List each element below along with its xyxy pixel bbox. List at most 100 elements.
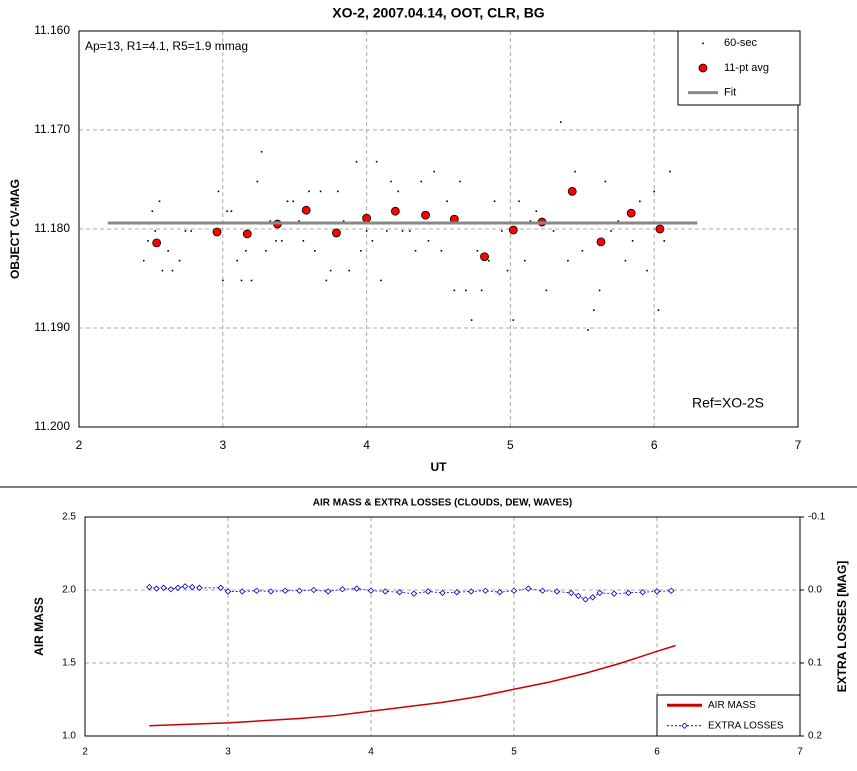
data-point bbox=[610, 230, 612, 232]
data-point bbox=[396, 589, 403, 596]
x-tick-label: 7 bbox=[795, 438, 802, 452]
y-tick-label: 1.5 bbox=[62, 658, 76, 669]
data-point bbox=[663, 240, 666, 242]
data-point bbox=[178, 259, 181, 262]
data-point bbox=[329, 269, 332, 272]
data-point bbox=[245, 249, 247, 252]
data-point bbox=[371, 240, 374, 242]
data-point bbox=[626, 208, 636, 218]
chart-title: AIR MASS & EXTRA LOSSES (CLOUDS, DEW, WA… bbox=[313, 498, 572, 509]
y-tick-label: 11.180 bbox=[34, 221, 70, 235]
data-point bbox=[518, 200, 520, 203]
data-point bbox=[260, 150, 263, 153]
data-point bbox=[657, 309, 660, 311]
y-tick-label: 2.5 bbox=[62, 512, 76, 523]
data-point bbox=[610, 590, 618, 597]
y-tick-label: 1.0 bbox=[62, 731, 76, 742]
data-point bbox=[482, 587, 489, 594]
data-point bbox=[410, 590, 418, 597]
data-point bbox=[470, 319, 473, 321]
data-point bbox=[167, 249, 169, 252]
data-point bbox=[342, 220, 345, 222]
x-tick-label: 2 bbox=[76, 438, 83, 452]
data-point bbox=[362, 213, 372, 223]
data-point bbox=[222, 279, 224, 282]
data-point bbox=[302, 240, 305, 242]
data-point bbox=[142, 259, 145, 262]
data-point bbox=[390, 206, 400, 216]
data-point bbox=[488, 259, 490, 262]
data-point bbox=[476, 249, 479, 252]
data-point bbox=[397, 190, 400, 193]
data-point bbox=[151, 210, 154, 212]
data-point bbox=[367, 587, 375, 594]
data-point bbox=[446, 200, 448, 203]
data-point bbox=[253, 587, 260, 594]
data-point bbox=[240, 279, 243, 282]
data-point bbox=[153, 585, 160, 592]
data-point bbox=[553, 588, 561, 595]
data-point bbox=[574, 170, 576, 173]
data-point bbox=[639, 589, 646, 596]
data-point bbox=[420, 180, 423, 183]
data-point bbox=[587, 329, 589, 331]
data-point bbox=[353, 585, 360, 592]
data-point bbox=[604, 180, 607, 183]
data-point bbox=[212, 227, 222, 237]
data-point bbox=[324, 588, 332, 595]
data-point bbox=[582, 596, 589, 603]
data-point bbox=[380, 279, 382, 282]
data-point bbox=[596, 237, 606, 247]
y2-axis-label: EXTRA LOSSES [MAG] bbox=[835, 561, 849, 693]
plot-border bbox=[84, 516, 801, 737]
data-point bbox=[581, 249, 584, 252]
data-point bbox=[286, 200, 289, 203]
data-point bbox=[493, 200, 496, 203]
data-point bbox=[646, 269, 648, 272]
data-point bbox=[624, 259, 627, 262]
data-point bbox=[382, 588, 389, 595]
x-tick-label: 5 bbox=[511, 747, 517, 758]
data-point bbox=[161, 269, 164, 272]
y-tick-label: 2.0 bbox=[62, 585, 76, 596]
data-point bbox=[617, 220, 620, 222]
data-point bbox=[459, 180, 461, 183]
data-point bbox=[568, 589, 575, 597]
data-point bbox=[433, 170, 435, 173]
data-point bbox=[539, 587, 546, 594]
x-tick-label: 4 bbox=[368, 747, 374, 758]
data-point bbox=[567, 186, 577, 196]
data-point bbox=[631, 240, 634, 242]
data-point bbox=[154, 230, 157, 232]
x-axis-label: UT bbox=[431, 460, 448, 474]
data-point bbox=[535, 210, 538, 212]
data-point bbox=[500, 230, 503, 232]
data-point bbox=[298, 220, 300, 222]
data-point bbox=[545, 289, 548, 292]
data-point bbox=[310, 586, 317, 594]
data-point bbox=[146, 583, 153, 591]
data-point bbox=[593, 309, 595, 311]
data-point bbox=[567, 259, 569, 262]
data-point bbox=[267, 588, 275, 595]
data-point bbox=[282, 587, 289, 594]
x-tick-label: 3 bbox=[219, 438, 226, 452]
data-point bbox=[308, 190, 310, 193]
y-tick-label: 11.160 bbox=[34, 23, 70, 37]
x-tick-label: 4 bbox=[363, 438, 370, 452]
data-point bbox=[575, 592, 582, 600]
data-point bbox=[401, 230, 404, 232]
x-tick-label: 3 bbox=[225, 747, 231, 758]
chart-title: XO-2, 2007.04.14, OOT, CLR, BG bbox=[332, 5, 545, 21]
y2-tick-label: -0.1 bbox=[808, 512, 826, 523]
data-point bbox=[226, 210, 228, 212]
data-point bbox=[589, 594, 596, 601]
data-point bbox=[669, 170, 671, 173]
data-point bbox=[375, 160, 378, 163]
data-point bbox=[365, 230, 368, 232]
data-point bbox=[275, 240, 277, 242]
legend-label: EXTRA LOSSES bbox=[708, 720, 784, 731]
data-point bbox=[453, 589, 460, 596]
legend-label: 11-pt avg bbox=[724, 62, 769, 74]
